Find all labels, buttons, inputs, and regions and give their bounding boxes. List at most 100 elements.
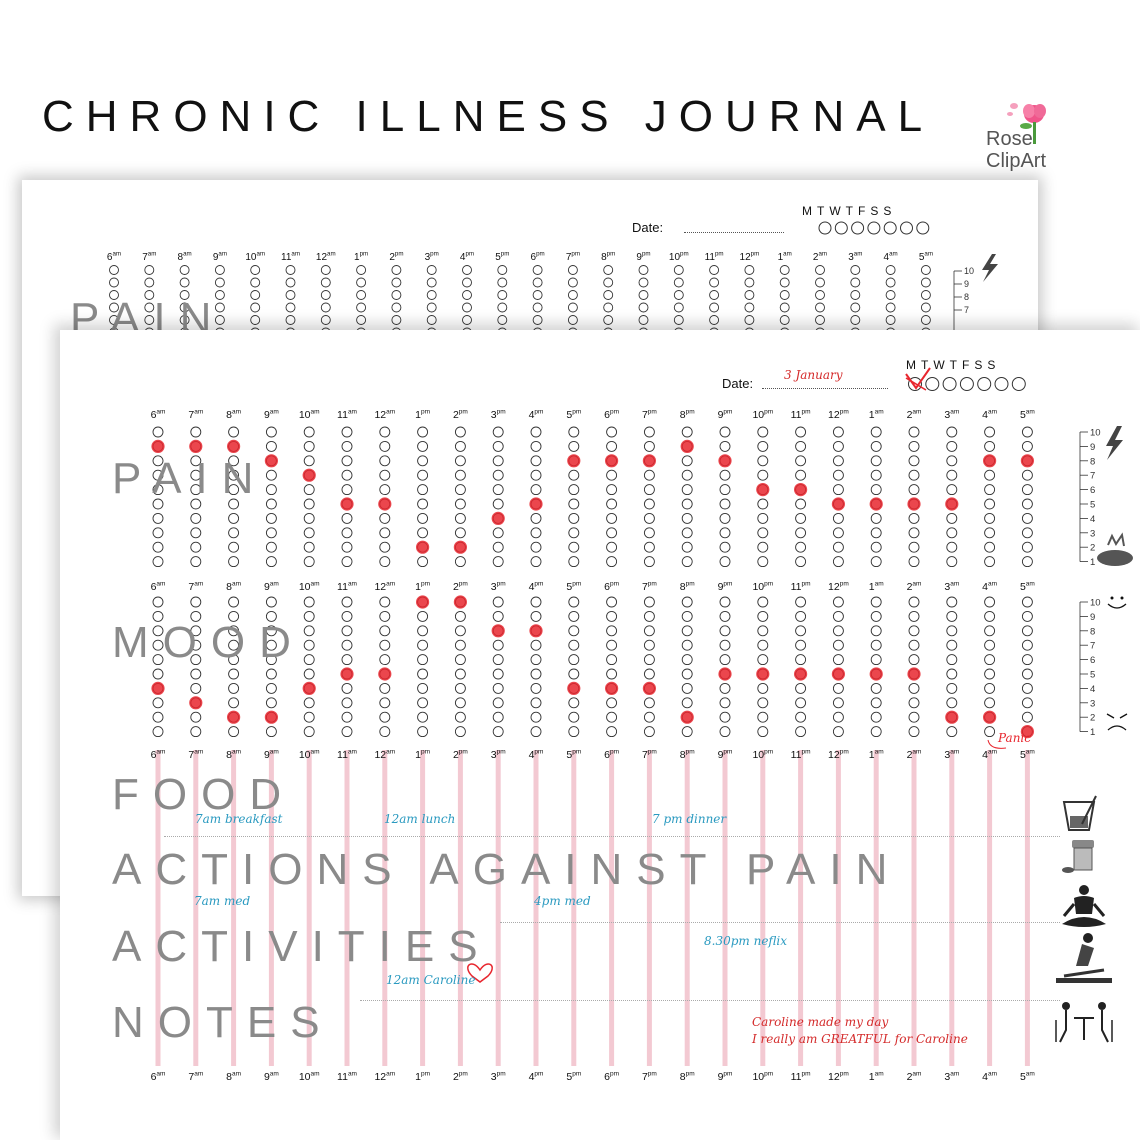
pain-marker [605, 454, 619, 468]
mood-marker [831, 667, 846, 681]
pain-circle [152, 556, 164, 568]
action-entry[interactable]: 7am med [194, 894, 251, 908]
pain-marker [642, 454, 657, 468]
pill-bottle-icon [1072, 840, 1094, 848]
mood-circle [946, 682, 958, 694]
scale-label: 2 [1090, 713, 1095, 724]
pain-circle [379, 541, 391, 553]
mood-circle [1021, 668, 1033, 680]
mood-circle [795, 654, 807, 666]
pain-circle [757, 426, 769, 438]
hour-label: 5am [1020, 1070, 1035, 1083]
pain-circle [643, 498, 655, 510]
pain-circle [265, 469, 277, 481]
time-guide-stripe [193, 750, 199, 1066]
mood-circle [757, 711, 769, 723]
mood-circle [530, 668, 542, 680]
mood-circle [908, 726, 920, 738]
mood-circle [832, 697, 844, 709]
hour-label: 12am [316, 251, 336, 264]
pain-circle [190, 541, 202, 553]
pain-circle [638, 277, 649, 288]
hour-label: 6pm [604, 580, 619, 593]
back-date-line [684, 232, 784, 233]
drink-icon [1081, 795, 1097, 825]
food-entry[interactable]: 7 pm dinner [652, 812, 727, 826]
pain-circle [341, 527, 353, 539]
pain-circle [606, 440, 618, 452]
pain-circle [492, 498, 504, 510]
hour-label: 4pm [529, 580, 544, 593]
pain-circle [462, 302, 472, 313]
time-guide-stripe [722, 750, 728, 1066]
time-guide-stripe [684, 750, 690, 1066]
hour-label: 12am [374, 408, 395, 421]
smile-icon [1120, 596, 1124, 600]
note-entry[interactable]: I really am GREATFUL for Caroline [752, 1032, 968, 1046]
mood-circle [303, 654, 315, 666]
mood-circle [568, 668, 580, 680]
activity-entry[interactable]: 8.30pm neflix [704, 934, 788, 948]
meditation-icon [1079, 885, 1089, 895]
mood-circle [984, 639, 996, 651]
day-circle [959, 377, 974, 391]
pain-circle [870, 512, 882, 524]
pain-circle [454, 484, 466, 496]
day-circle [942, 377, 957, 391]
food-entry[interactable]: 7am breakfast [195, 812, 283, 826]
hour-label: 10pm [752, 408, 773, 421]
meditation-icon [1062, 917, 1106, 927]
mood-circle [795, 697, 807, 709]
pain-circle [870, 455, 882, 467]
mood-marker [567, 681, 581, 695]
hour-label: 10am [299, 1070, 320, 1083]
mood-circle [870, 610, 882, 622]
pain-marker [680, 439, 694, 453]
pain-marker [453, 540, 467, 554]
hour-label: 1pm [415, 580, 430, 593]
mood-circle [984, 596, 996, 608]
pain-circle [379, 484, 391, 496]
food-line [164, 836, 1060, 837]
pain-circle [530, 527, 542, 539]
pain-marker [756, 483, 770, 497]
hour-label: 9pm [718, 1070, 733, 1083]
mood-circle [379, 625, 391, 637]
mood-circle [379, 697, 391, 709]
pain-circle [454, 498, 466, 510]
date-value[interactable]: 3 January [784, 368, 843, 382]
pain-circle [379, 440, 391, 452]
pain-circle [908, 527, 920, 539]
pain-circle [606, 469, 618, 481]
pain-circle [462, 277, 472, 288]
day-circle [883, 221, 897, 235]
hour-label: 11pm [791, 1070, 811, 1083]
time-guide-stripe [155, 750, 161, 1066]
pain-circle [391, 302, 402, 313]
pain-circle [681, 426, 693, 438]
pain-circle [179, 302, 190, 313]
mood-circle [379, 639, 391, 651]
hour-label: 3am [944, 408, 959, 421]
pain-circle [492, 541, 504, 553]
mood-circle [152, 610, 164, 622]
action-entry[interactable]: 4pm med [534, 894, 591, 908]
mood-circle [341, 654, 353, 666]
activity-entry[interactable]: 12am Caroline [386, 973, 476, 987]
mood-marker [151, 681, 165, 695]
pain-circle [984, 556, 996, 568]
hour-label: 11pm [705, 251, 724, 264]
mood-circle [606, 726, 618, 738]
pain-circle [303, 556, 315, 568]
food-entry[interactable]: 12am lunch [384, 812, 456, 826]
mood-circle [492, 639, 504, 651]
pain-circle [303, 426, 315, 438]
mood-marker [227, 710, 241, 724]
hour-label: 9am [213, 251, 227, 264]
pill-bottle-icon [1073, 847, 1093, 871]
pain-circle [643, 484, 655, 496]
note-entry[interactable]: Caroline made my day [752, 1015, 889, 1029]
mood-circle [870, 726, 882, 738]
pain-circle [190, 455, 202, 467]
mood-circle [908, 711, 920, 723]
